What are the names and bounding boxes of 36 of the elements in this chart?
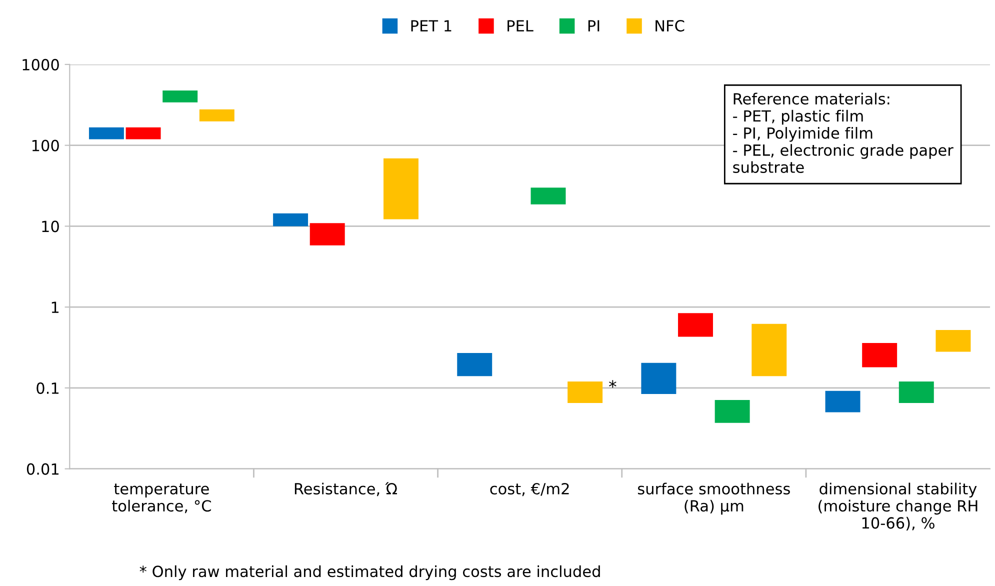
text: * Only raw material and estimated drying costs are included: [140, 565, 600, 580]
legend-label: PET 1: [411, 20, 452, 32]
bar: [88, 127, 124, 140]
bar: [310, 223, 345, 246]
bar: [530, 188, 566, 204]
bar: [678, 313, 713, 337]
y-tick-label: 0.01: [26, 463, 59, 475]
bar: [457, 353, 492, 376]
bar: [384, 158, 418, 220]
bar: [936, 330, 971, 352]
bar: [641, 362, 676, 394]
x-tick-label: temperature tolerance, °C: [112, 484, 211, 514]
x-tick-label: dimensional stability (moisture change RH 10-66), %: [818, 482, 978, 531]
bar: [898, 382, 934, 404]
y-tick-label: 1000: [22, 58, 59, 70]
bar: [199, 109, 234, 122]
y-tick-label: 10: [42, 220, 59, 232]
bar: [273, 213, 308, 226]
x-tick-label: cost, €/m2: [490, 482, 569, 496]
x-tick-label: surface smoothness (Ra) µm: [638, 482, 790, 515]
bar: [714, 400, 750, 423]
annotation: Reference materials: - PET, plastic film - PI, Polyimide film - PEL, electronic grade paper substrate: [733, 92, 954, 174]
y-tick-label: 1: [52, 302, 59, 313]
legend-label: NFC: [656, 20, 684, 32]
bar: [752, 324, 787, 376]
y-tick-label: 0.1: [36, 382, 59, 394]
bar: [162, 90, 198, 102]
bar: [568, 382, 603, 404]
legend-label: PEL: [508, 20, 534, 32]
bar: [825, 390, 860, 412]
x-tick-label: Resistance, Ώ: [294, 482, 397, 496]
bar: [862, 342, 898, 368]
legend-label: PI: [588, 20, 600, 32]
annotation: *: [609, 380, 616, 388]
bar: [126, 127, 161, 140]
y-tick-label: 100: [32, 140, 59, 152]
